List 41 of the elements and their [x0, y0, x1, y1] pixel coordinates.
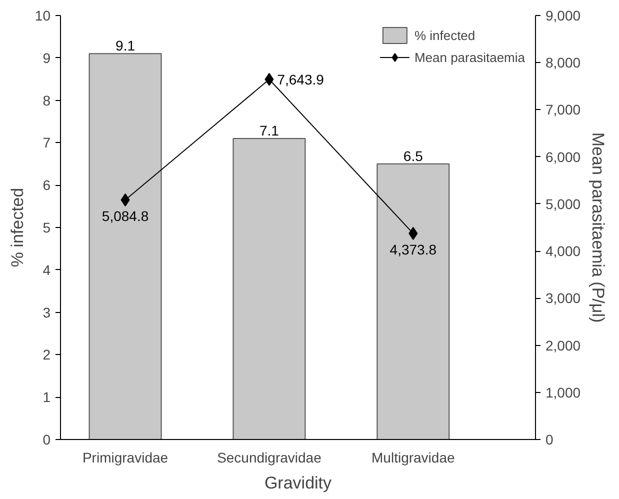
y-axis-title: % infected: [8, 188, 27, 268]
x-tick-label: Multigravidae: [372, 450, 455, 466]
y-tick-label: 4: [42, 262, 51, 278]
y-tick-label: 3: [42, 304, 51, 320]
y-tick-label: 6: [42, 177, 51, 194]
y-tick-label: 8: [42, 92, 51, 108]
x-tick-label: Primigravidae: [82, 450, 168, 466]
data-label: 9.1: [116, 38, 136, 54]
y2-tick-label: 2,000: [546, 337, 581, 354]
point: [264, 72, 274, 86]
y2-tick-label: 0: [546, 432, 554, 448]
data-label: 5,084.8: [102, 208, 149, 224]
point: [120, 193, 130, 206]
legend-label: % infected: [414, 28, 476, 42]
y-tick-label: 1: [42, 389, 51, 406]
y2-tick-label: 9,000: [546, 8, 581, 24]
y-tick-label: 0: [42, 432, 51, 448]
data-label: 7,643.9: [277, 71, 324, 88]
data-label: 4,373.8: [390, 241, 437, 258]
data-label: 6.5: [403, 148, 424, 164]
data-label: 7.1: [259, 122, 280, 138]
y2-tick-label: 3,000: [546, 290, 581, 306]
y2-tick-label: 4,000: [546, 243, 581, 260]
y2-tick-label: 8,000: [546, 54, 581, 71]
y-tick-label: 7: [42, 134, 51, 151]
x-axis-title: Gravidity: [264, 474, 332, 492]
y-tick-label: 9: [42, 50, 51, 66]
bar: [232, 138, 306, 440]
y-tick-label: 2: [42, 346, 51, 363]
point: [408, 226, 418, 240]
y-tick-label: 10: [34, 8, 51, 24]
y2-tick-label: 7,000: [546, 102, 581, 118]
legend-label: Mean parasitaemia: [414, 50, 525, 64]
y2-tick-label: 1,000: [546, 384, 581, 400]
y2-tick-label: 5,000: [546, 196, 581, 212]
x-tick-label: Secundigravidae: [217, 450, 322, 466]
bar: [376, 163, 450, 440]
y-tick-label: 5: [42, 220, 51, 236]
bar: [88, 53, 162, 440]
y2-axis-title: Mean parasitaemia (P/μl): [588, 132, 608, 323]
y2-tick-label: 6,000: [546, 148, 581, 165]
